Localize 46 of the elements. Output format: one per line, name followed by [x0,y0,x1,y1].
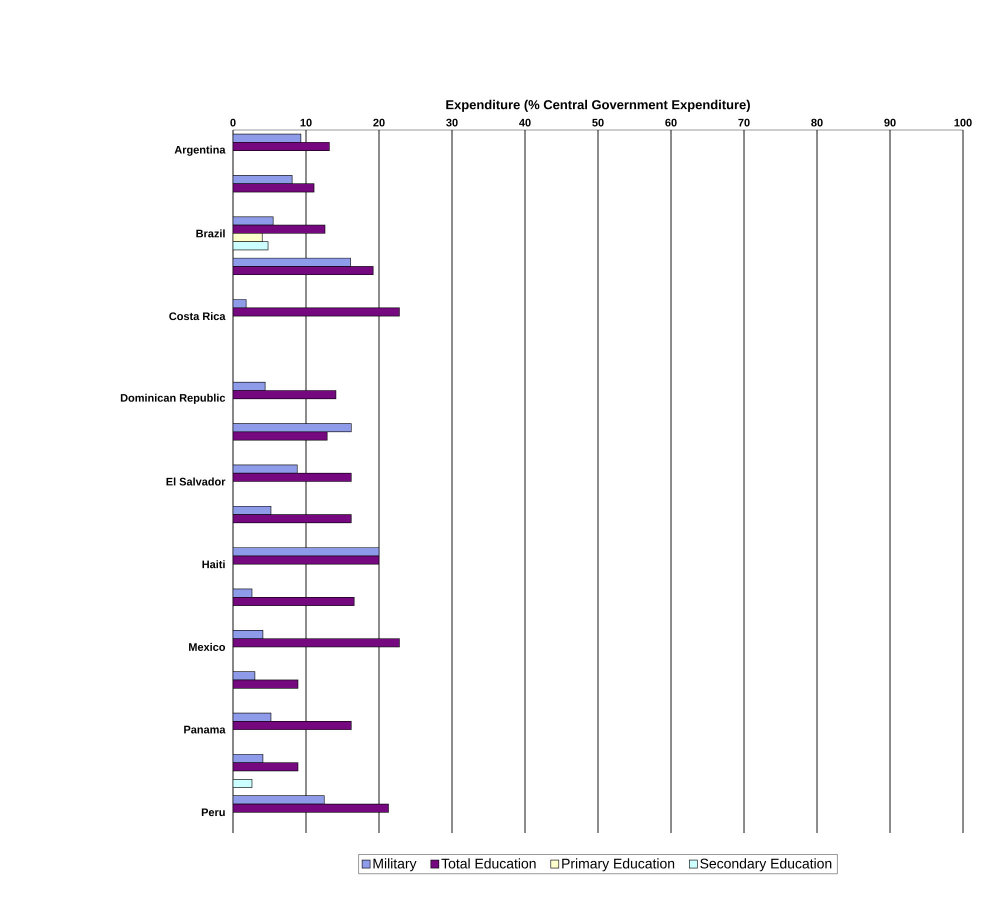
bar [233,754,264,763]
bar [233,596,354,606]
bar [233,638,400,648]
legend-label: Total Education [441,858,536,869]
y-tick-label: Haiti [202,560,225,568]
bar [233,514,352,524]
y-tick-label: El Salvador [166,477,226,486]
y-tick-label: Peru [202,808,225,816]
bar [233,266,374,276]
x-tick-label: 70 [738,118,750,126]
bar [233,778,252,788]
bar [233,795,325,804]
x-axis-title: Expenditure (% Central Government Expenditure) [446,100,750,112]
x-tick-label: 20 [373,118,385,126]
bar [233,556,380,565]
legend-label: Secondary Education [700,858,832,872]
x-tick-label: 0 [230,118,236,126]
bar [233,721,352,730]
bar [233,464,298,474]
y-tick-label: Brazil [196,229,225,238]
x-tick-label: 50 [592,118,604,126]
bar [233,423,352,432]
x-tick-label: 90 [884,118,896,126]
legend-label: Primary Education [562,858,674,872]
bar [233,630,264,639]
x-tick-label: 60 [665,118,677,126]
bar [233,432,328,440]
bar [233,547,380,556]
bar [233,258,351,267]
x-tick-label: 40 [519,118,531,126]
y-tick-label: Dominican Republic [120,394,226,404]
y-tick-label: Panama [184,726,226,734]
y-tick-label: Argentina [174,146,226,156]
x-tick-label: 100 [954,118,972,126]
bar [233,307,400,316]
bar [233,472,352,482]
legend-label: Military [374,858,417,872]
y-tick-label: Mexico [189,642,226,651]
bar [233,216,274,226]
y-tick-label: Costa Rica [169,312,226,320]
bar [233,142,330,151]
x-tick-label: 30 [446,118,458,126]
x-tick-label: 80 [811,118,823,126]
bar [233,390,336,400]
bar [233,804,389,813]
x-tick-label: 10 [300,118,312,126]
